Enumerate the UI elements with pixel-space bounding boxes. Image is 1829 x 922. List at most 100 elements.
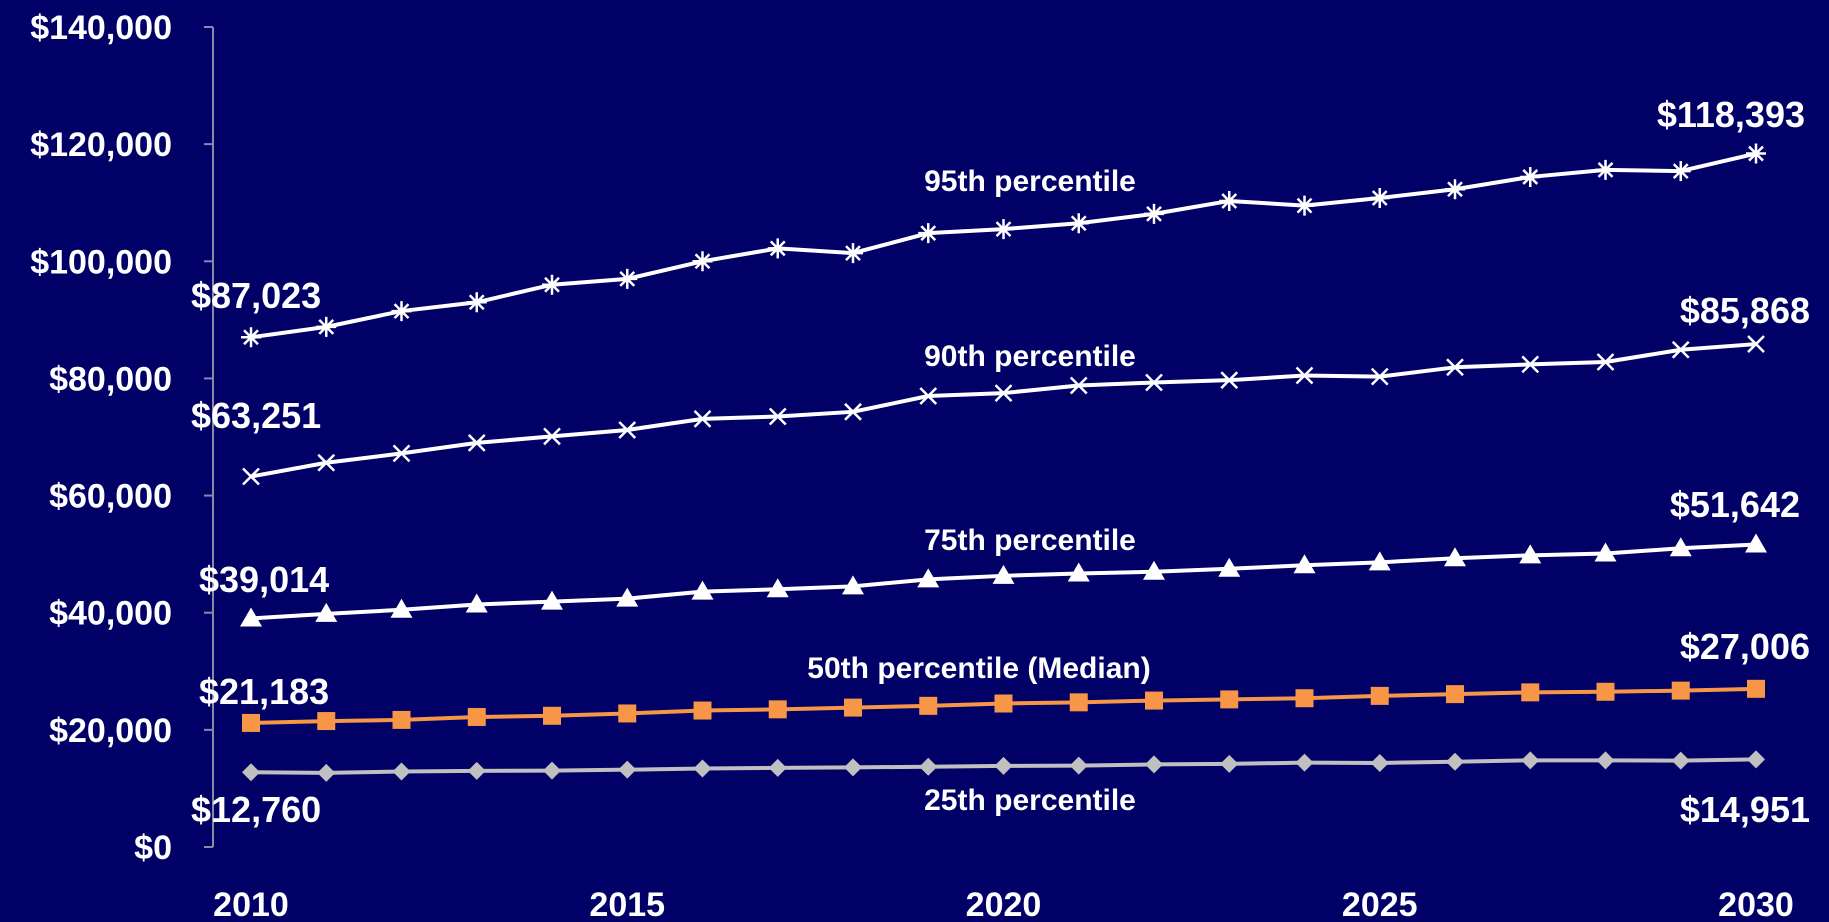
data-point: [1145, 755, 1163, 774]
data-point: [768, 700, 787, 719]
end-value-label: $14,951: [1680, 789, 1810, 830]
data-point: [317, 712, 336, 731]
y-tick-label: $140,000: [30, 9, 172, 47]
data-point: [317, 763, 336, 782]
data-point: [1520, 166, 1541, 187]
x-tick-label: 2010: [213, 886, 289, 922]
series-name-label: 25th percentile: [924, 784, 1136, 817]
axes: $0 $20,000 $40,000 $60,000 $80,000 $100,000 $1…: [30, 9, 1794, 922]
end-value-label: $27,006: [1680, 626, 1810, 667]
data-point: [392, 762, 411, 781]
data-point: [541, 590, 563, 610]
data-point: [917, 568, 940, 588]
data-point: [618, 421, 637, 439]
data-point: [392, 444, 411, 463]
data-point: [1295, 366, 1314, 385]
series-0: [241, 143, 1766, 348]
data-point: [1369, 188, 1390, 209]
data-point: [1671, 751, 1690, 770]
data-point: [843, 243, 863, 264]
y-tick-label: $80,000: [49, 360, 172, 398]
data-point: [390, 598, 413, 618]
data-point: [1220, 371, 1239, 390]
data-point: [1295, 689, 1314, 708]
data-point: [467, 433, 486, 452]
data-point: [766, 578, 789, 598]
data-point: [1145, 373, 1163, 392]
data-point: [1145, 691, 1163, 710]
data-point: [1669, 537, 1692, 557]
data-point: [467, 761, 486, 780]
data-point: [1446, 685, 1464, 704]
labels-layer: 95th percentile $87,023 $118,393 90th perce…: [191, 94, 1810, 830]
series-4: [242, 750, 1765, 782]
data-point: [241, 327, 261, 348]
start-value-label: $21,183: [199, 671, 329, 712]
data-point: [242, 467, 260, 486]
x-tick-label: 2015: [589, 886, 665, 922]
end-value-label: $85,868: [1680, 290, 1810, 331]
data-point: [693, 701, 712, 720]
series-3: [242, 679, 1765, 732]
data-point: [1446, 752, 1464, 771]
data-point: [1746, 143, 1766, 164]
series-name-label: 90th percentile: [924, 340, 1136, 373]
data-point: [242, 713, 260, 732]
data-point: [1144, 203, 1164, 224]
data-point: [994, 384, 1013, 402]
data-point: [618, 760, 637, 779]
data-point: [1446, 358, 1464, 377]
data-point: [691, 580, 714, 600]
data-point: [1069, 756, 1088, 775]
series-name-label: 95th percentile: [924, 165, 1136, 198]
start-value-label: $63,251: [191, 395, 321, 436]
data-point: [1220, 690, 1239, 709]
data-point: [1671, 340, 1690, 359]
data-point: [542, 274, 562, 295]
data-point: [1747, 750, 1765, 769]
data-point: [994, 756, 1013, 775]
start-value-label: $87,023: [191, 275, 321, 316]
data-point: [1521, 751, 1540, 770]
data-point: [465, 593, 488, 613]
data-point: [692, 251, 713, 272]
data-point: [1220, 754, 1239, 773]
data-point: [693, 759, 712, 778]
data-point: [919, 696, 938, 715]
y-tick-label: $60,000: [49, 478, 172, 516]
data-point: [1370, 686, 1389, 705]
data-point: [1293, 554, 1316, 574]
x-tick-label: 2025: [1342, 886, 1418, 922]
data-point: [392, 710, 411, 729]
series-layer: [240, 143, 1767, 782]
data-point: [844, 758, 862, 777]
data-point: [1445, 179, 1465, 200]
data-point: [316, 316, 337, 337]
data-point: [1521, 355, 1540, 374]
data-point: [768, 407, 787, 426]
data-point: [1747, 679, 1765, 698]
data-point: [617, 268, 638, 289]
data-point: [467, 707, 486, 726]
data-point: [1143, 560, 1165, 580]
data-point: [543, 761, 561, 780]
data-point: [768, 758, 787, 777]
data-point: [315, 602, 338, 622]
start-value-label: $12,760: [191, 789, 321, 830]
data-point: [1671, 681, 1690, 700]
data-point: [919, 757, 938, 776]
end-value-label: $51,642: [1670, 484, 1800, 525]
data-point: [317, 453, 336, 472]
data-point: [616, 587, 639, 607]
data-point: [618, 704, 637, 723]
data-point: [1294, 195, 1315, 216]
data-point: [1219, 190, 1240, 211]
data-point: [1521, 683, 1540, 702]
data-point: [543, 427, 561, 446]
data-point: [240, 607, 262, 627]
data-point: [1670, 161, 1691, 182]
data-point: [543, 706, 561, 725]
data-point: [1218, 557, 1241, 577]
series-2: [240, 533, 1767, 627]
